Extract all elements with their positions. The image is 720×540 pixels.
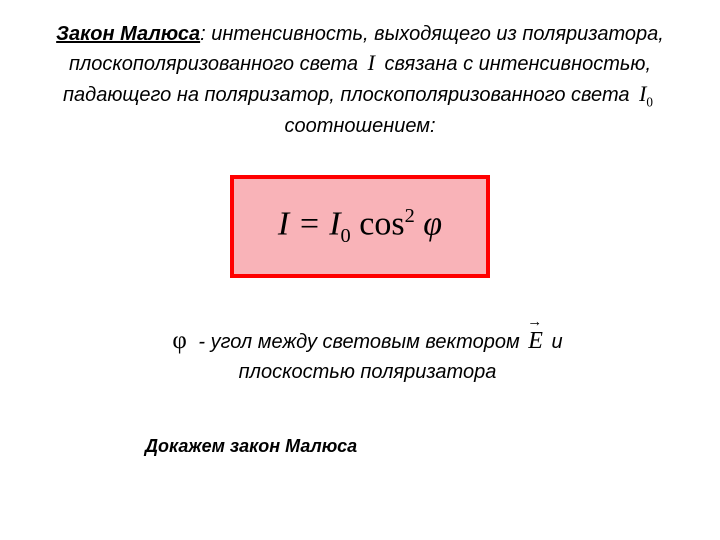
formula-cos: cos	[359, 205, 404, 242]
formula-sp2	[415, 205, 424, 242]
e-vector-symbol: E	[525, 325, 546, 359]
formula-box: I = I0 cos2 φ	[230, 175, 490, 278]
formula-eq: =	[289, 205, 329, 242]
formula-sub0: 0	[341, 225, 351, 247]
formula-exp: 2	[405, 205, 415, 227]
formula-container: I = I0 cos2 φ	[30, 175, 690, 278]
formula-lhs: I	[278, 205, 289, 242]
intensity-var-i: I	[364, 50, 379, 75]
slide-container: Закон Малюса: интенсивность, выходящего …	[0, 0, 720, 477]
intensity-var-i0: I0	[635, 81, 657, 106]
law-title: Закон Малюса	[56, 23, 200, 45]
formula-i: I	[329, 205, 340, 242]
angle-description: φ - угол между световым вектором E и пло…	[115, 323, 620, 387]
footer-text: Докажем закон Малюса	[145, 436, 690, 457]
header-text: Закон Малюса: интенсивность, выходящего …	[30, 20, 690, 140]
subtext-part1: - угол между световым вектором	[193, 331, 520, 353]
header-part3: соотношением:	[284, 115, 435, 137]
formula-phi: φ	[423, 205, 442, 242]
phi-symbol: φ	[172, 327, 192, 354]
formula-sp	[351, 205, 360, 242]
